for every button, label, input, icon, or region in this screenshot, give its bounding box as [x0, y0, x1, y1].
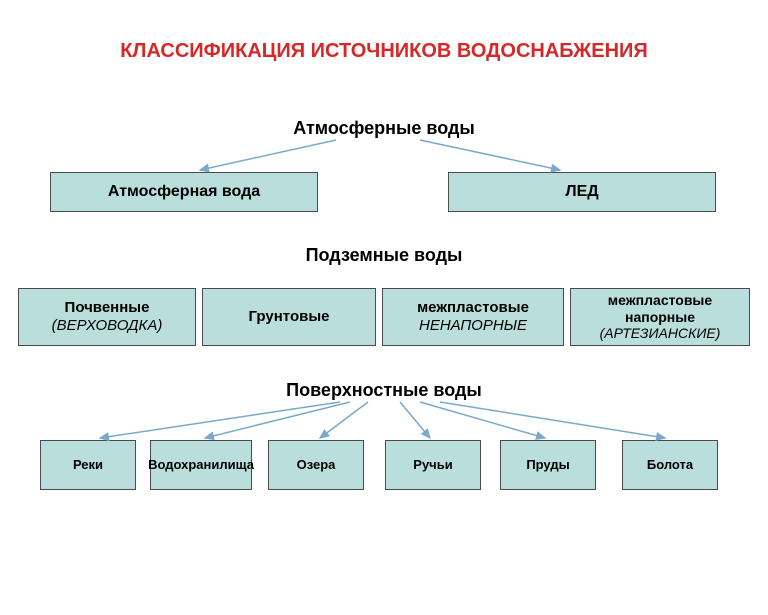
box-label: Грунтовые — [249, 308, 330, 326]
box-sublabel: (АРТЕЗИАНСКИЕ) — [600, 325, 721, 342]
box-label: ЛЕД — [565, 182, 598, 201]
box-atmo-0: Атмосферная вода — [50, 172, 318, 212]
arrow-7 — [440, 402, 665, 438]
box-sublabel: (ВЕРХОВОДКА) — [52, 317, 163, 335]
box-surface-1: Водохранилища — [150, 440, 252, 490]
box-surface-0: Реки — [40, 440, 136, 490]
box-atmo-1: ЛЕД — [448, 172, 716, 212]
box-under-2: межпластовыеНЕНАПОРНЫЕ — [382, 288, 564, 346]
arrow-2 — [100, 402, 340, 438]
section-heading-atmo: Атмосферные воды — [0, 118, 768, 139]
box-surface-2: Озера — [268, 440, 364, 490]
box-label: Водохранилища — [148, 457, 254, 473]
arrow-3 — [205, 402, 350, 438]
arrow-1 — [420, 140, 560, 170]
box-label: Озера — [297, 457, 336, 473]
box-label: Реки — [73, 457, 103, 473]
box-label: Почвенные — [65, 299, 150, 317]
box-surface-5: Болота — [622, 440, 718, 490]
box-label: Атмосферная вода — [108, 182, 260, 201]
box-label: Пруды — [526, 457, 569, 473]
box-surface-3: Ручьи — [385, 440, 481, 490]
section-heading-under: Подземные воды — [0, 245, 768, 266]
box-under-0: Почвенные(ВЕРХОВОДКА) — [18, 288, 196, 346]
box-label: Болота — [647, 457, 693, 473]
box-label: межпластовые напорные — [575, 292, 745, 326]
box-label: Ручьи — [413, 457, 452, 473]
arrow-5 — [400, 402, 430, 438]
box-sublabel: НЕНАПОРНЫЕ — [419, 317, 527, 335]
arrow-4 — [320, 402, 368, 438]
box-surface-4: Пруды — [500, 440, 596, 490]
arrow-6 — [420, 402, 545, 438]
box-under-1: Грунтовые — [202, 288, 376, 346]
main-title: КЛАССИФИКАЦИЯ ИСТОЧНИКОВ ВОДОСНАБЖЕНИЯ — [0, 40, 768, 63]
box-under-3: межпластовые напорные(АРТЕЗИАНСКИЕ) — [570, 288, 750, 346]
arrow-0 — [200, 140, 336, 170]
box-label: межпластовые — [417, 299, 529, 317]
section-heading-surface: Поверхностные воды — [0, 380, 768, 401]
